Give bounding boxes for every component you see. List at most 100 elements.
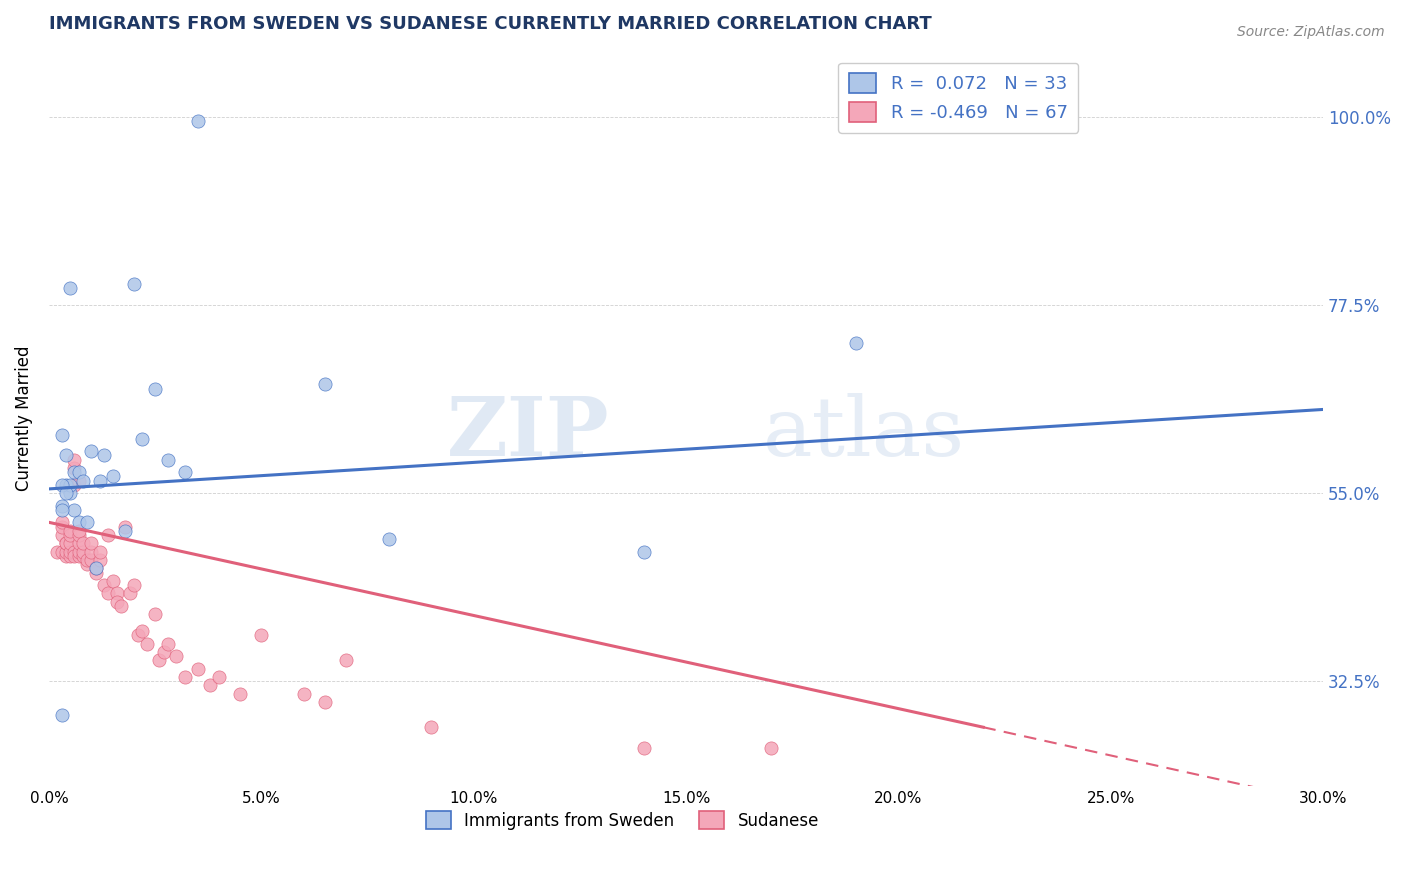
Point	[72, 474, 94, 488]
Point	[84, 561, 107, 575]
Point	[72, 536, 94, 550]
Point	[97, 528, 120, 542]
Text: IMMIGRANTS FROM SWEDEN VS SUDANESE CURRENTLY MARRIED CORRELATION CHART: IMMIGRANTS FROM SWEDEN VS SUDANESE CURRE…	[49, 15, 932, 33]
Point	[173, 465, 195, 479]
Point	[420, 720, 443, 734]
Point	[173, 670, 195, 684]
Point	[156, 452, 179, 467]
Point	[59, 281, 82, 295]
Point	[51, 519, 73, 533]
Point	[55, 486, 77, 500]
Point	[105, 595, 128, 609]
Point	[118, 586, 141, 600]
Point	[51, 477, 73, 491]
Point	[59, 528, 82, 542]
Point	[80, 553, 103, 567]
Point	[114, 524, 136, 538]
Point	[122, 578, 145, 592]
Point	[63, 549, 86, 563]
Point	[89, 474, 111, 488]
Point	[200, 678, 222, 692]
Point	[101, 469, 124, 483]
Point	[59, 477, 82, 491]
Point	[152, 645, 174, 659]
Point	[80, 544, 103, 558]
Point	[55, 449, 77, 463]
Point	[633, 741, 655, 756]
Point	[76, 516, 98, 530]
Point	[51, 707, 73, 722]
Point	[67, 465, 90, 479]
Point	[72, 544, 94, 558]
Point	[250, 628, 273, 642]
Point	[51, 427, 73, 442]
Point	[51, 516, 73, 530]
Point	[84, 561, 107, 575]
Point	[84, 566, 107, 580]
Point	[59, 486, 82, 500]
Point	[72, 549, 94, 563]
Point	[59, 524, 82, 538]
Point	[101, 574, 124, 588]
Point	[55, 477, 77, 491]
Point	[51, 499, 73, 513]
Point	[51, 503, 73, 517]
Point	[51, 528, 73, 542]
Point	[80, 444, 103, 458]
Point	[122, 277, 145, 291]
Point	[377, 532, 399, 546]
Point	[97, 586, 120, 600]
Point	[759, 741, 782, 756]
Point	[80, 536, 103, 550]
Point	[67, 549, 90, 563]
Point	[59, 549, 82, 563]
Y-axis label: Currently Married: Currently Married	[15, 345, 32, 491]
Point	[93, 449, 115, 463]
Point	[165, 649, 187, 664]
Point	[63, 465, 86, 479]
Point	[67, 474, 90, 488]
Point	[63, 477, 86, 491]
Text: Source: ZipAtlas.com: Source: ZipAtlas.com	[1237, 25, 1385, 39]
Point	[63, 461, 86, 475]
Point	[55, 536, 77, 550]
Point	[131, 624, 153, 638]
Point	[55, 536, 77, 550]
Point	[59, 544, 82, 558]
Point	[127, 628, 149, 642]
Point	[76, 557, 98, 571]
Point	[63, 544, 86, 558]
Point	[89, 553, 111, 567]
Text: ZIP: ZIP	[447, 392, 610, 473]
Point	[314, 377, 336, 392]
Point	[156, 637, 179, 651]
Point	[633, 544, 655, 558]
Point	[63, 452, 86, 467]
Point	[335, 653, 357, 667]
Point	[76, 553, 98, 567]
Point	[114, 519, 136, 533]
Point	[59, 536, 82, 550]
Point	[143, 382, 166, 396]
Point	[143, 607, 166, 622]
Point	[187, 662, 209, 676]
Point	[208, 670, 231, 684]
Point	[67, 536, 90, 550]
Point	[46, 544, 69, 558]
Point	[51, 544, 73, 558]
Point	[89, 544, 111, 558]
Point	[292, 687, 315, 701]
Point	[67, 524, 90, 538]
Point	[67, 528, 90, 542]
Legend: Immigrants from Sweden, Sudanese: Immigrants from Sweden, Sudanese	[419, 805, 825, 837]
Point	[93, 578, 115, 592]
Point	[187, 114, 209, 128]
Text: atlas: atlas	[762, 392, 965, 473]
Point	[67, 544, 90, 558]
Point	[67, 516, 90, 530]
Point	[131, 432, 153, 446]
Point	[314, 695, 336, 709]
Point	[55, 549, 77, 563]
Point	[55, 544, 77, 558]
Point	[105, 586, 128, 600]
